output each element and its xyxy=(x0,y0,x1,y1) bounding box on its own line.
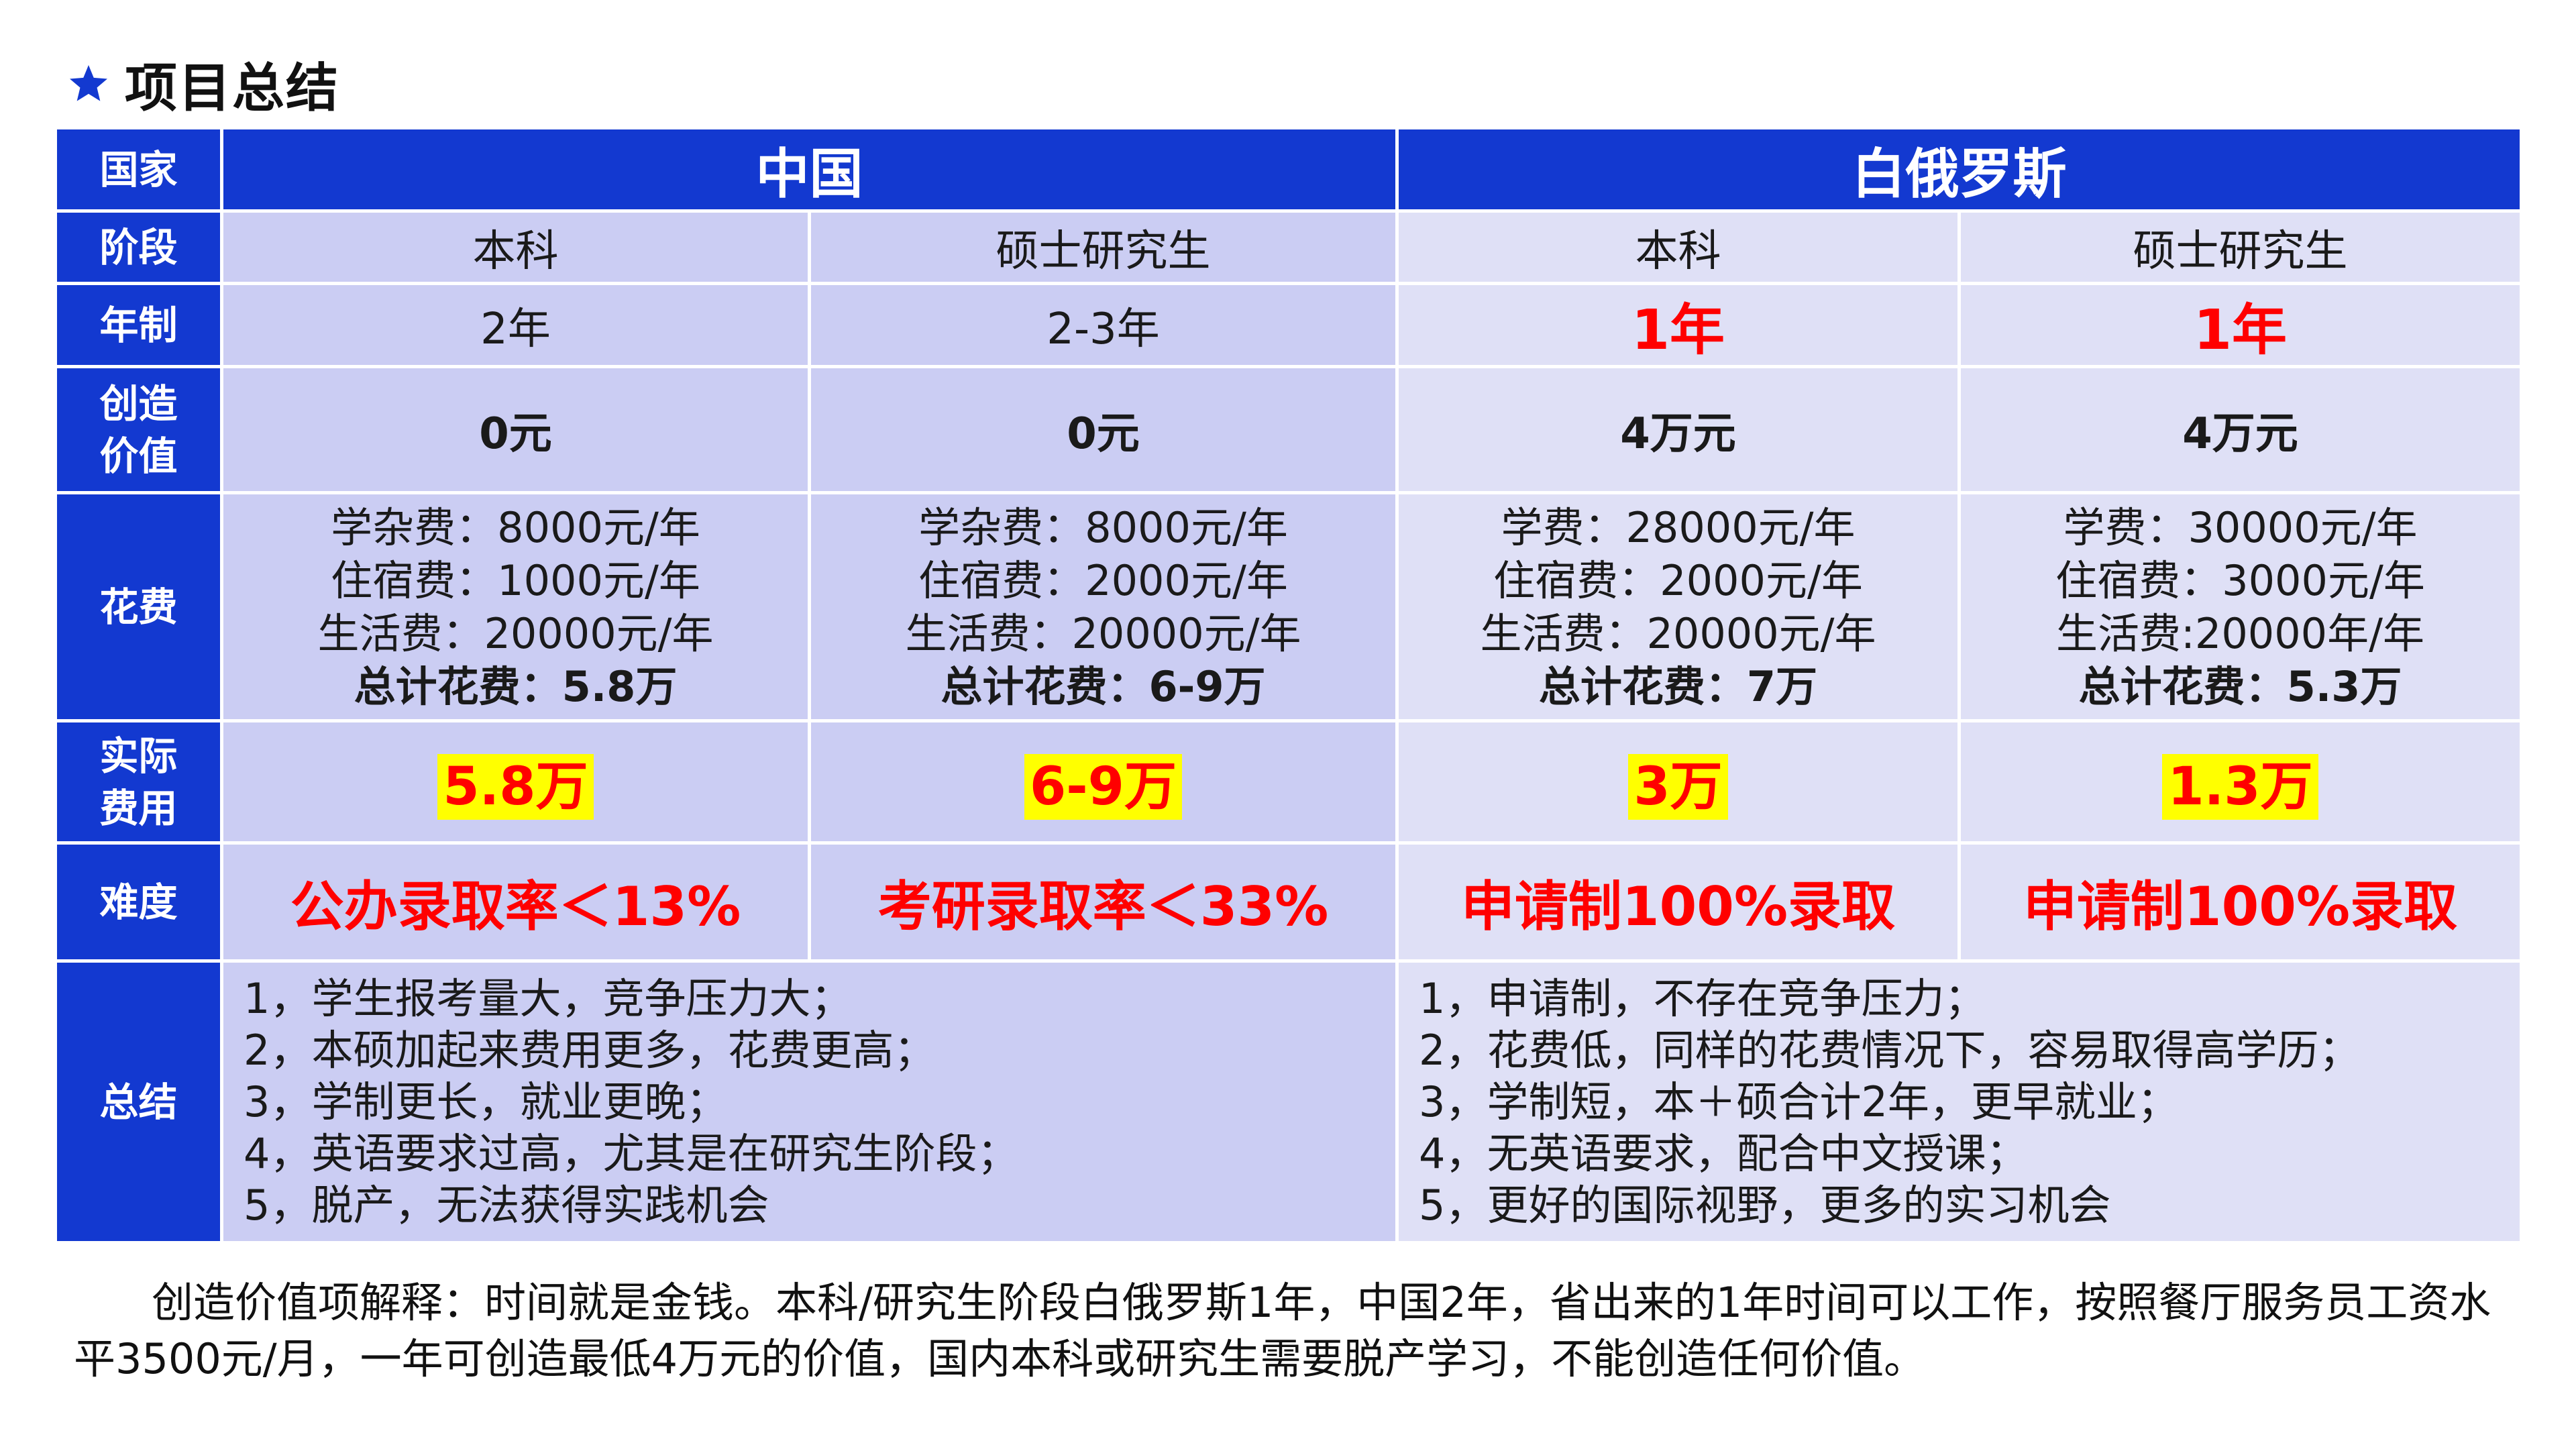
summary-china: 1，学生报考量大，竞争压力大； 2，本硕加起来费用更多，花费更高； 3，学制更长… xyxy=(220,959,1399,1244)
list-item: 2，本硕加起来费用更多，花费更高； xyxy=(244,1026,936,1075)
row-label-years: 年制 xyxy=(54,282,223,368)
actual-cost-highlight: 5.8万 xyxy=(437,753,594,820)
difficulty-cell: 申请制100%录取 xyxy=(1957,841,2523,963)
header-belarus: 白俄罗斯 xyxy=(1395,126,2523,213)
page-title: 项目总结 xyxy=(67,47,339,121)
row-label-actual-cost: 实际费用 xyxy=(54,719,223,845)
page-title-text: 项目总结 xyxy=(125,58,340,119)
actual-cost-cell: 5.8万 xyxy=(220,719,811,845)
value-cell: 0元 xyxy=(808,365,1399,494)
cost-cell: 学费：28000元/年 住宿费：2000元/年 生活费：20000元/年 总计花费：… xyxy=(1395,491,1961,722)
stage-cell: 本科 xyxy=(1395,209,1961,285)
difficulty-cell: 考研录取率＜33% xyxy=(808,841,1399,963)
years-row: 年制 2年 2-3年 1年 1年 xyxy=(54,282,2523,368)
row-label-difficulty: 难度 xyxy=(54,841,223,963)
list-item: 1，申请制，不存在竞争压力； xyxy=(1419,974,1986,1023)
cost-cell: 学杂费：8000元/年 住宿费：2000元/年 生活费：20000元/年 总计花费：… xyxy=(808,491,1399,722)
difficulty-cell: 申请制100%录取 xyxy=(1395,841,1961,963)
row-label-cost: 花费 xyxy=(54,491,223,722)
actual-cost-highlight: 3万 xyxy=(1628,753,1728,820)
list-item: 4，英语要求过高，尤其是在研究生阶段； xyxy=(244,1129,1019,1178)
actual-cost-cell: 6-9万 xyxy=(808,719,1399,845)
summary-row: 总结 1，学生报考量大，竞争压力大； 2，本硕加起来费用更多，花费更高； 3，学… xyxy=(54,959,2523,1244)
cost-row: 花费 学杂费：8000元/年 住宿费：1000元/年 生活费：20000元/年 总计… xyxy=(54,491,2523,722)
cost-cell: 学费：30000元/年 住宿费：3000元/年 生活费:20000年/年 总计花费：… xyxy=(1957,491,2523,722)
list-item: 2，花费低，同样的花费情况下，容易取得高学历； xyxy=(1419,1026,2361,1075)
list-item: 3，学制短，本＋硕合计2年，更早就业； xyxy=(1419,1077,2179,1126)
comparison-table: 国家 中国 白俄罗斯 阶段 本科 硕士研究生 本科 硕士研究生 年制 2年 2-… xyxy=(54,126,2523,1244)
footnote: 创造价值项解释：时间就是金钱。本科/研究生阶段白俄罗斯1年，中国2年，省出来的1… xyxy=(74,1278,2491,1383)
value-cell: 0元 xyxy=(220,365,811,494)
difficulty-row: 难度 公办录取率＜13% 考研录取率＜33% 申请制100%录取 申请制100%… xyxy=(54,841,2523,963)
stage-cell: 硕士研究生 xyxy=(808,209,1399,285)
row-label-summary: 总结 xyxy=(54,959,223,1244)
row-label-value: 创造价值 xyxy=(54,365,223,494)
list-item: 1，学生报考量大，竞争压力大； xyxy=(244,974,853,1023)
years-cell: 2年 xyxy=(220,282,811,368)
actual-cost-highlight: 6-9万 xyxy=(1024,753,1182,820)
list-item: 4，无英语要求，配合中文授课； xyxy=(1419,1129,2028,1178)
actual-cost-row: 实际费用 5.8万 6-9万 3万 1.3万 xyxy=(54,719,2523,845)
actual-cost-cell: 1.3万 xyxy=(1957,719,2523,845)
value-row: 创造价值 0元 0元 4万元 4万元 xyxy=(54,365,2523,494)
value-cell: 4万元 xyxy=(1395,365,1961,494)
list-item: 5，更好的国际视野，更多的实习机会 xyxy=(1419,1181,2111,1230)
years-cell: 1年 xyxy=(1395,282,1961,368)
row-label-country: 国家 xyxy=(54,126,223,213)
row-label-stage: 阶段 xyxy=(54,209,223,285)
star-icon xyxy=(70,65,107,101)
years-cell: 1年 xyxy=(1957,282,2523,368)
country-row: 国家 中国 白俄罗斯 xyxy=(54,126,2523,213)
stage-cell: 硕士研究生 xyxy=(1957,209,2523,285)
list-item: 3，学制更长，就业更晚； xyxy=(244,1077,728,1126)
stage-row: 阶段 本科 硕士研究生 本科 硕士研究生 xyxy=(54,209,2523,285)
actual-cost-cell: 3万 xyxy=(1395,719,1961,845)
list-item: 5，脱产，无法获得实践机会 xyxy=(244,1181,769,1230)
difficulty-cell: 公办录取率＜13% xyxy=(220,841,811,963)
actual-cost-highlight: 1.3万 xyxy=(2162,753,2318,820)
summary-belarus: 1，申请制，不存在竞争压力； 2，花费低，同样的花费情况下，容易取得高学历； 3… xyxy=(1395,959,2523,1244)
header-china: 中国 xyxy=(220,126,1399,213)
years-cell: 2-3年 xyxy=(808,282,1399,368)
stage-cell: 本科 xyxy=(220,209,811,285)
cost-cell: 学杂费：8000元/年 住宿费：1000元/年 生活费：20000元/年 总计花费：… xyxy=(220,491,811,722)
value-cell: 4万元 xyxy=(1957,365,2523,494)
